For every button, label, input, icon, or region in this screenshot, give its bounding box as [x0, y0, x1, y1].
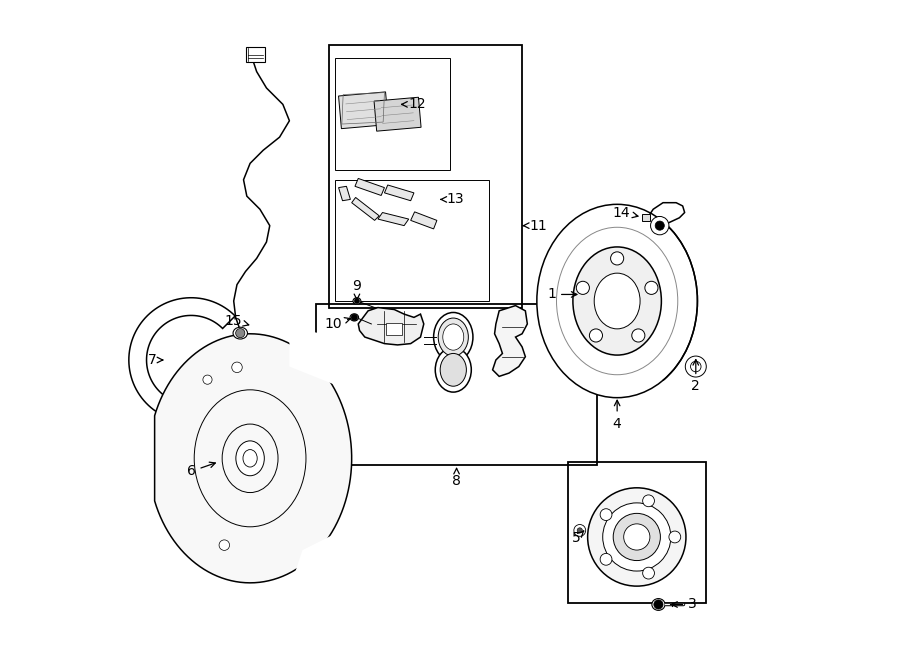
Ellipse shape: [594, 273, 640, 329]
Ellipse shape: [536, 204, 698, 398]
Circle shape: [685, 356, 706, 377]
Text: 10: 10: [325, 317, 350, 331]
Polygon shape: [290, 327, 355, 393]
Text: 2: 2: [691, 360, 700, 393]
Bar: [642, 214, 650, 221]
Text: 15: 15: [225, 314, 248, 328]
Circle shape: [643, 495, 654, 507]
Circle shape: [669, 531, 680, 543]
Circle shape: [651, 216, 669, 235]
Circle shape: [588, 488, 686, 586]
Text: 6: 6: [186, 462, 215, 479]
Ellipse shape: [443, 324, 464, 350]
Text: 5: 5: [572, 531, 584, 545]
Polygon shape: [410, 212, 436, 229]
Polygon shape: [358, 307, 424, 345]
Text: 1: 1: [547, 288, 577, 301]
Circle shape: [624, 524, 650, 550]
Circle shape: [351, 314, 357, 321]
Circle shape: [645, 282, 658, 294]
Ellipse shape: [353, 297, 361, 304]
Text: 8: 8: [452, 468, 461, 488]
Circle shape: [219, 540, 230, 551]
Text: 4: 4: [613, 400, 622, 430]
Ellipse shape: [236, 441, 265, 476]
Polygon shape: [338, 92, 389, 129]
Text: 12: 12: [401, 97, 426, 111]
Text: 14: 14: [613, 206, 638, 219]
Circle shape: [632, 329, 645, 342]
Bar: [568, 461, 706, 603]
Ellipse shape: [438, 318, 468, 356]
Bar: [386, 323, 402, 335]
Bar: [336, 180, 490, 301]
Circle shape: [655, 221, 664, 230]
Polygon shape: [378, 213, 409, 225]
Circle shape: [610, 252, 624, 265]
Ellipse shape: [233, 327, 248, 339]
Ellipse shape: [350, 314, 358, 321]
Circle shape: [355, 298, 359, 303]
Polygon shape: [352, 198, 379, 220]
Circle shape: [202, 375, 212, 384]
Bar: [336, 58, 450, 170]
Circle shape: [232, 362, 242, 373]
Ellipse shape: [243, 449, 257, 467]
Circle shape: [613, 514, 661, 561]
Ellipse shape: [652, 599, 665, 610]
Polygon shape: [492, 305, 527, 376]
Circle shape: [690, 362, 701, 371]
Ellipse shape: [573, 247, 661, 355]
Circle shape: [577, 527, 582, 533]
Circle shape: [603, 503, 670, 571]
Bar: [316, 304, 598, 465]
Ellipse shape: [436, 348, 472, 392]
Text: 9: 9: [353, 279, 362, 299]
Polygon shape: [355, 178, 384, 196]
Circle shape: [574, 525, 586, 536]
Bar: [246, 48, 266, 61]
Text: 13: 13: [441, 192, 464, 206]
Circle shape: [576, 282, 590, 294]
Text: 3: 3: [671, 598, 697, 611]
Polygon shape: [338, 186, 350, 201]
Circle shape: [653, 600, 663, 609]
Polygon shape: [374, 97, 421, 131]
Polygon shape: [155, 334, 352, 583]
Text: 11: 11: [524, 219, 547, 233]
Circle shape: [590, 329, 602, 342]
Bar: [328, 46, 522, 307]
Polygon shape: [129, 297, 252, 422]
Circle shape: [600, 509, 612, 520]
Circle shape: [600, 553, 612, 565]
Ellipse shape: [434, 313, 473, 362]
Ellipse shape: [440, 354, 466, 386]
Polygon shape: [384, 185, 414, 201]
Polygon shape: [290, 524, 355, 590]
Text: 7: 7: [148, 353, 163, 367]
Circle shape: [643, 567, 654, 579]
Circle shape: [236, 329, 245, 338]
